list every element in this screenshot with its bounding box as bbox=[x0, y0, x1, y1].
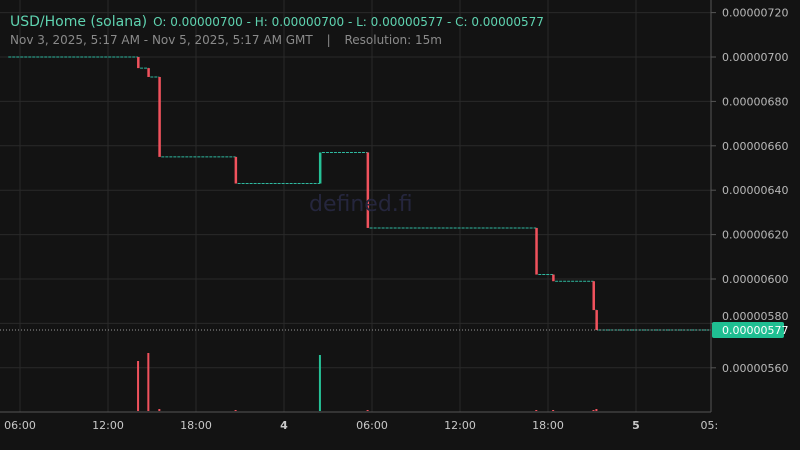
candle bbox=[535, 227, 538, 275]
candle bbox=[137, 57, 140, 69]
watermark: defined.fi bbox=[309, 192, 413, 217]
volume-bar bbox=[137, 361, 140, 411]
volume-bar bbox=[595, 409, 598, 411]
volume-bar bbox=[318, 355, 321, 411]
x-tick-label: 12:00 bbox=[92, 419, 124, 432]
volume-bar bbox=[535, 410, 538, 411]
y-tick-label: 0.00000560 bbox=[722, 362, 788, 375]
candle bbox=[234, 156, 238, 184]
y-tick-label: 0.00000700 bbox=[722, 51, 788, 64]
y-tick-label: 0.00000600 bbox=[722, 273, 788, 286]
resolution: Resolution: 15m bbox=[344, 33, 442, 47]
x-tick-label: 06:00 bbox=[4, 419, 36, 432]
x-tick-label: 06:00 bbox=[356, 419, 388, 432]
volume-bar bbox=[552, 410, 555, 411]
chart-header: USD/Home (solana) O: 0.00000700 - H: 0.00… bbox=[10, 11, 544, 30]
chart-subheader: Nov 3, 2025, 5:17 AM - Nov 5, 2025, 5:17… bbox=[10, 33, 442, 47]
x-tick-label: 05: bbox=[700, 419, 718, 432]
volume-bar bbox=[592, 410, 595, 411]
x-tick-label: 12:00 bbox=[444, 419, 476, 432]
candle bbox=[366, 152, 370, 228]
last-price-badge bbox=[712, 322, 784, 339]
candle bbox=[592, 281, 595, 311]
y-tick-label: 0.00000720 bbox=[722, 7, 788, 20]
candle bbox=[595, 310, 598, 331]
candle bbox=[552, 274, 555, 282]
candle bbox=[158, 76, 161, 157]
x-tick-label: 18:00 bbox=[532, 419, 564, 432]
candle bbox=[318, 152, 322, 184]
y-tick-label: 0.00000580 bbox=[722, 310, 788, 323]
y-tick-label: 0.00000640 bbox=[722, 184, 788, 197]
y-tick-label: 0.00000660 bbox=[722, 140, 788, 153]
date-range: Nov 3, 2025, 5:17 AM - Nov 5, 2025, 5:17… bbox=[10, 33, 313, 47]
x-tick-label: 4 bbox=[280, 419, 288, 432]
candle bbox=[147, 68, 150, 77]
volume-bar bbox=[366, 410, 369, 411]
volume-bar bbox=[234, 410, 237, 411]
separator: | bbox=[326, 33, 331, 47]
volume-bar bbox=[147, 353, 150, 411]
y-tick-label: 0.00000620 bbox=[722, 229, 788, 242]
y-tick-label: 0.00000680 bbox=[722, 95, 788, 108]
ohlc-readout: O: 0.00000700 - H: 0.00000700 - L: 0.000… bbox=[153, 15, 544, 29]
volume-bar bbox=[158, 409, 161, 411]
pair-title: USD/Home (solana) bbox=[10, 14, 148, 30]
last-price-label: 0.00000577 bbox=[722, 324, 788, 337]
x-tick-label: 18:00 bbox=[180, 419, 212, 432]
x-tick-label: 5 bbox=[632, 419, 640, 432]
